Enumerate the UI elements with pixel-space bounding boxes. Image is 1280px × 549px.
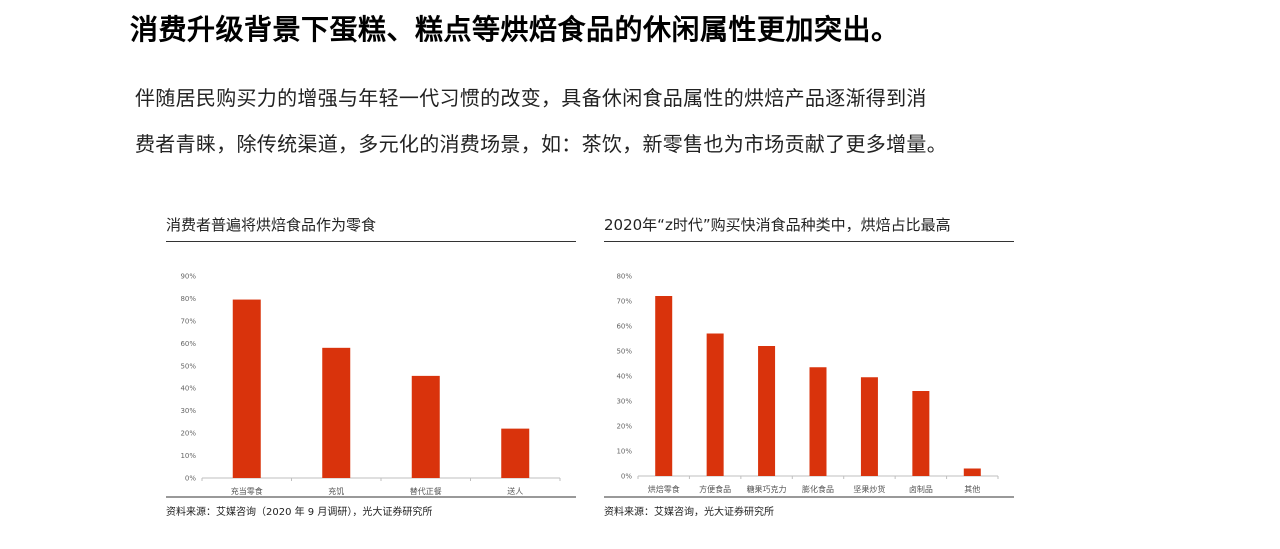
chart-left-plot: 0% 10% 20% 30% 40% 50% 60% 70% 80% 90% 充当零食 充饥 替代正餐 送…	[166, 273, 576, 498]
bar-6	[912, 391, 930, 476]
y-tick-label: 0%	[185, 475, 196, 483]
chart-left-source: 资料来源：艾媒咨询（2020 年 9 月调研），光大证券研究所	[166, 507, 433, 518]
x-category-label: 坚果炒货	[853, 484, 885, 494]
chart-right-plot: 0% 10% 20% 30% 40% 50% 60% 70% 80% 烘焙零食 方便食品 糖果巧克力 膨…	[604, 273, 1014, 498]
y-tick-label: 40%	[180, 385, 196, 393]
bar-5	[860, 377, 878, 476]
y-tick-label: 70%	[180, 317, 196, 325]
y-tick-label: 20%	[180, 430, 196, 438]
bar-1	[655, 296, 673, 476]
x-category-label: 替代正餐	[410, 486, 442, 496]
x-category-label: 方便食品	[699, 484, 731, 494]
y-tick-label: 60%	[180, 340, 196, 348]
bar-3	[411, 375, 440, 478]
bar-4	[501, 428, 530, 478]
y-tick-label: 80%	[616, 273, 632, 281]
x-category-label: 送人	[507, 486, 523, 496]
y-tick-label: 50%	[616, 348, 632, 356]
bar-3	[758, 346, 776, 476]
y-tick-label: 10%	[616, 448, 632, 456]
chart-right: 2020年“z时代”购买快消食品种类中，烘焙占比最高 0% 10% 20% 30% 40…	[604, 214, 1014, 498]
y-tick-label: 30%	[616, 398, 632, 406]
y-tick-label: 60%	[616, 323, 632, 331]
y-tick-label: 10%	[180, 452, 196, 460]
y-tick-label: 30%	[180, 407, 196, 415]
x-category-label: 烘焙零食	[648, 484, 680, 494]
chart-right-source: 资料来源：艾媒咨询，光大证券研究所	[604, 507, 774, 518]
y-tick-label: 40%	[616, 373, 632, 381]
y-tick-label: 80%	[180, 295, 196, 303]
chart-right-title: 2020年“z时代”购买快消食品种类中，烘焙占比最高	[604, 214, 1014, 242]
x-category-label: 其他	[964, 484, 980, 494]
y-tick-label: 0%	[621, 473, 632, 481]
y-tick-label: 50%	[180, 362, 196, 370]
bar-7	[963, 468, 981, 476]
bar-2	[706, 333, 724, 476]
chart-left: 消费者普遍将烘焙食品作为零食 0% 10% 20% 30% 40% 50% 60% 70% 80…	[166, 214, 576, 498]
x-category-label: 充饥	[328, 486, 344, 496]
y-tick-label: 20%	[616, 423, 632, 431]
x-category-label: 卤制品	[909, 484, 933, 494]
bar-1	[232, 299, 261, 478]
x-category-label: 膨化食品	[802, 484, 834, 494]
intro-paragraph-line-1: 伴随居民购买力的增强与年轻一代习惯的改变，具备休闲食品属性的烘焙产品逐渐得到消	[135, 86, 927, 110]
x-category-label: 充当零食	[231, 486, 263, 496]
y-tick-label: 70%	[616, 298, 632, 306]
x-category-label: 糖果巧克力	[747, 484, 787, 494]
chart-left-title: 消费者普遍将烘焙食品作为零食	[166, 214, 576, 242]
bar-2	[322, 347, 351, 478]
y-tick-label: 90%	[180, 273, 196, 281]
intro-paragraph-line-2: 费者青睐，除传统渠道，多元化的消费场景，如：茶饮，新零售也为市场贡献了更多增量。	[135, 132, 947, 156]
page-title: 消费升级背景下蛋糕、糕点等烘焙食品的休闲属性更加突出。	[130, 13, 900, 46]
bar-4	[809, 367, 827, 476]
